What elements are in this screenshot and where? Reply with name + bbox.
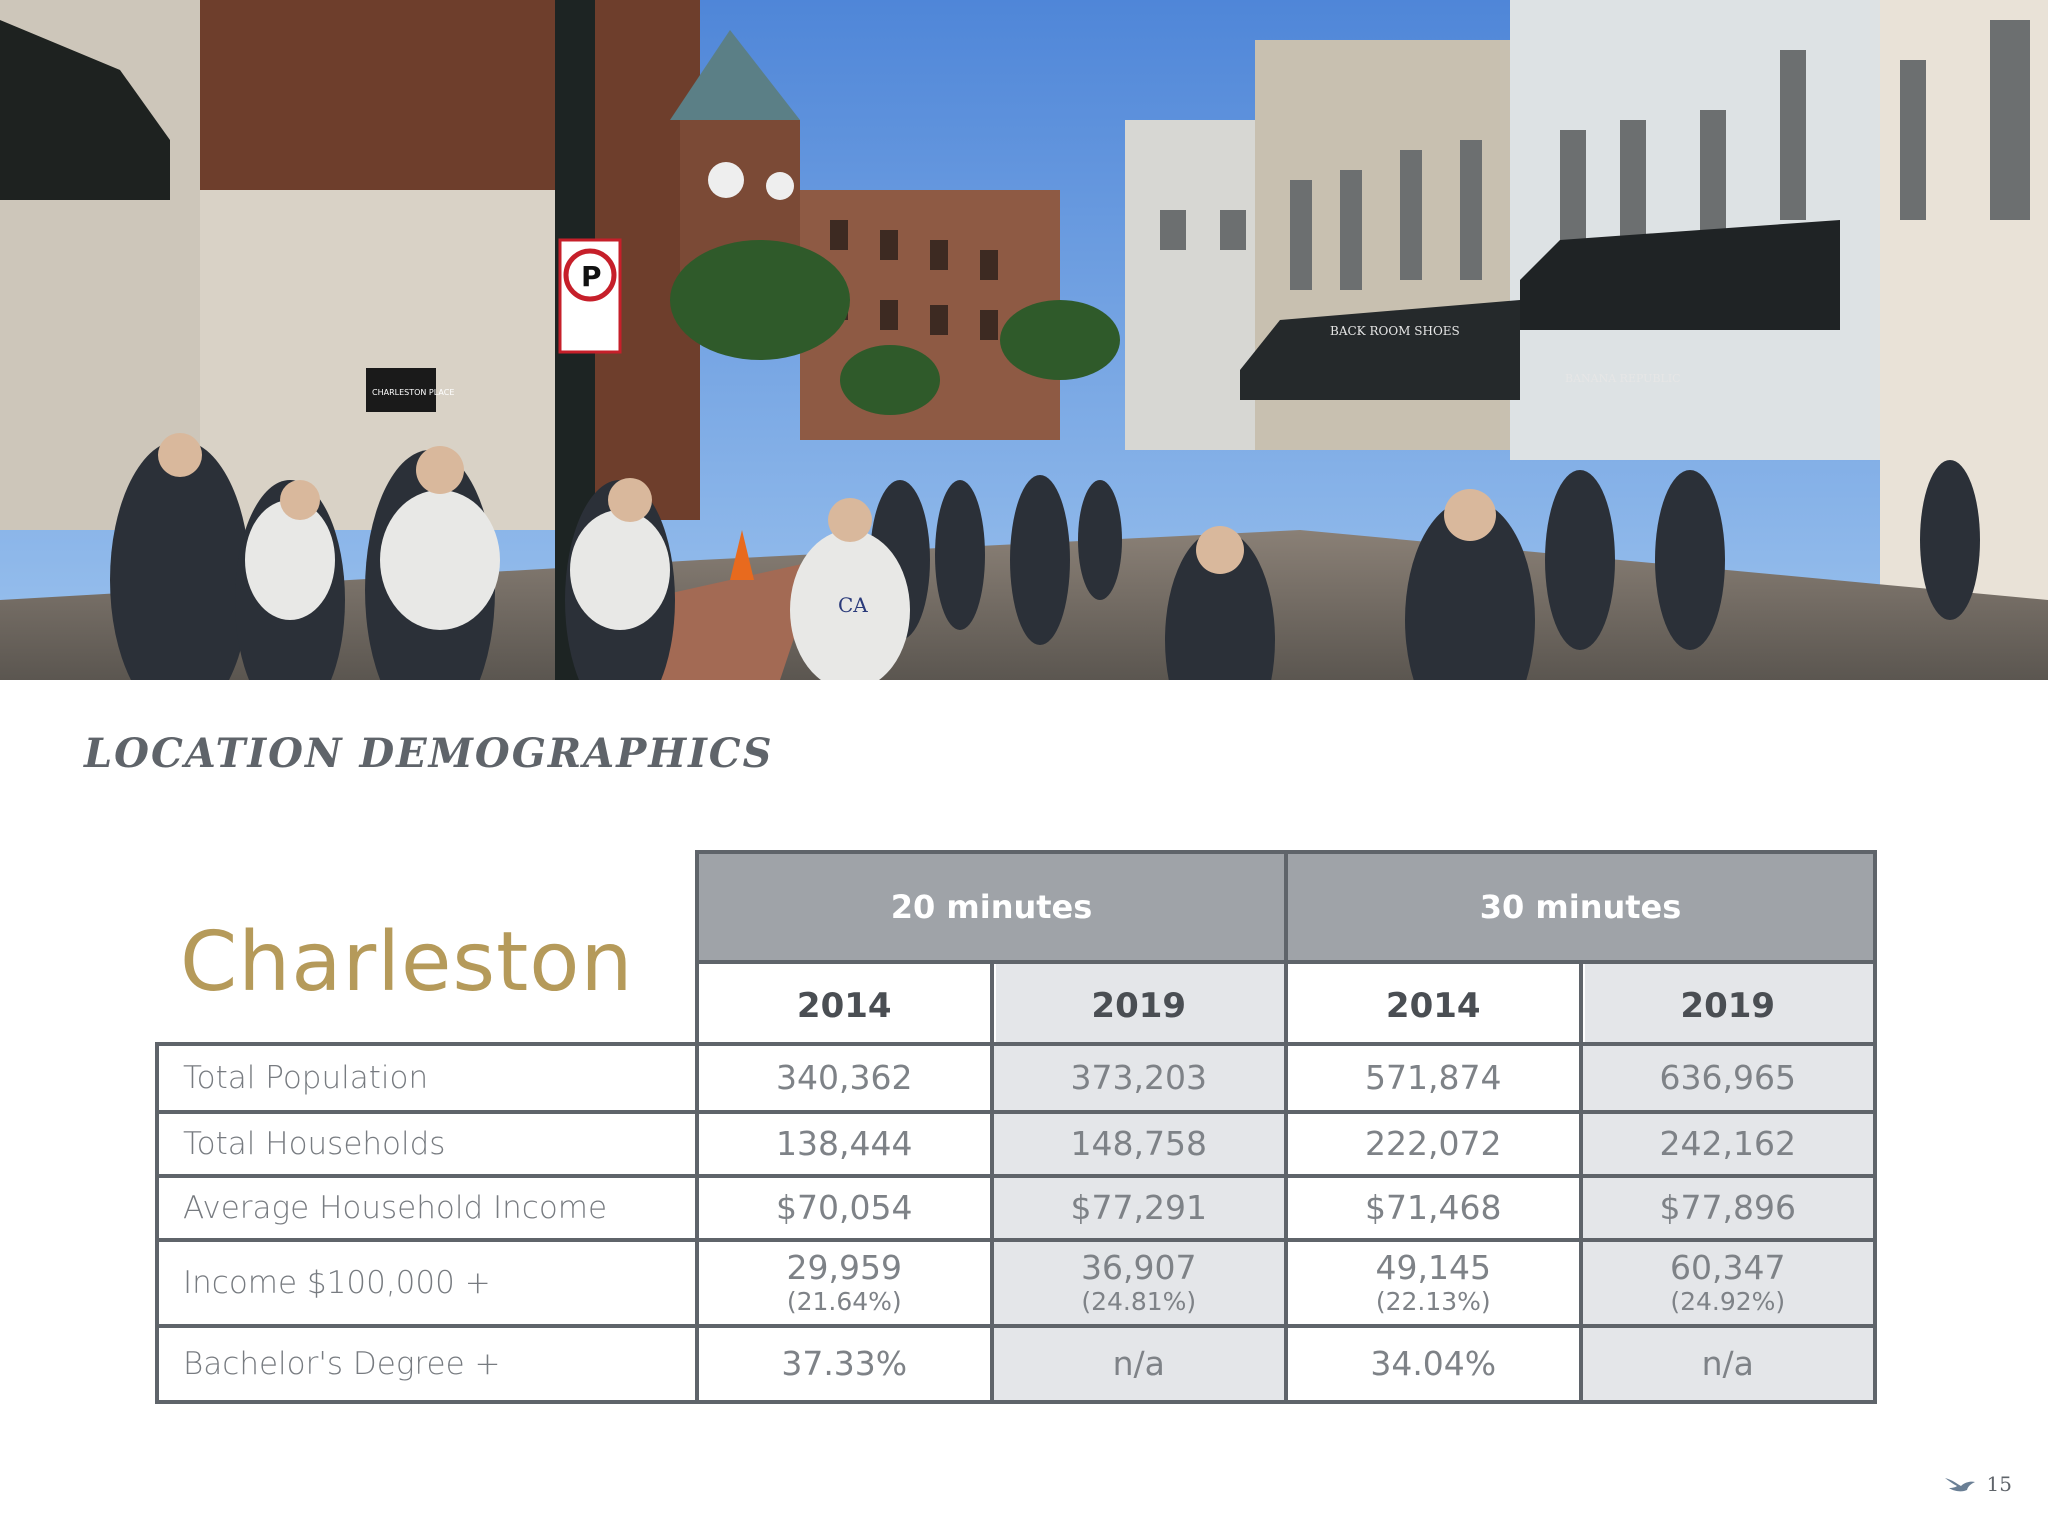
street-scene-image: BACK ROOM SHOES BANANA REPUBLIC P CHARLE… [0, 0, 2048, 680]
table-cell: 571,874 [1284, 1046, 1579, 1110]
section-title: LOCATION DEMOGRAPHICS [84, 730, 774, 777]
city-name: Charleston [180, 915, 634, 1010]
shop-sign-left: CHARLESTON PLACE [372, 388, 454, 397]
table-cell: $70,054 [776, 1187, 913, 1227]
table-row: Average Household Income $70,054 $77,291… [159, 1174, 1873, 1238]
year-header: 2014 [1284, 964, 1579, 1048]
table-row: Income $100,000 + 29,959 (21.64%) 36,907(… [159, 1238, 1873, 1324]
table-cell: 37.33% [781, 1343, 908, 1383]
table-cell: 29,959 (21.64%) [786, 1247, 902, 1317]
table-cell: 36,907 (24.81%) [989, 1242, 1284, 1324]
year-header-row: 2014 2019 2014 2019 [699, 960, 1873, 1048]
table-body: Total Population 340,362 373,203 571,874… [155, 1042, 1877, 1404]
table-cell: 373,203 [989, 1046, 1284, 1110]
shirt-logo: CA [838, 593, 868, 617]
period-header-20: 20 minutes [890, 888, 1093, 926]
table-cell: 222,072 [1284, 1114, 1579, 1174]
table-cell: 148,758 [989, 1114, 1284, 1174]
table-cell: 60,347 (24.92%) [1578, 1242, 1873, 1324]
year-header: 2019 [989, 964, 1284, 1048]
row-label: Average Household Income [159, 1178, 699, 1238]
table-cell: n/a [1578, 1328, 1873, 1400]
table-cell: n/a [989, 1328, 1284, 1400]
hero-photo: BACK ROOM SHOES BANANA REPUBLIC P CHARLE… [0, 0, 2048, 680]
table-cell: $77,896 [1578, 1178, 1873, 1238]
table-cell: 340,362 [776, 1057, 913, 1097]
shop-sign-back-room: BACK ROOM SHOES [1330, 324, 1460, 338]
table-cell: 34.04% [1284, 1328, 1579, 1400]
table-cell: $77,291 [989, 1178, 1284, 1238]
row-label: Income $100,000 + [159, 1242, 699, 1324]
row-label: Total Population [159, 1046, 699, 1110]
no-parking-sign: P [581, 260, 602, 293]
table-header: 20 minutes 30 minutes 2014 2019 2014 201… [695, 850, 1877, 1048]
year-header: 2014 [796, 986, 892, 1026]
page-footer: 15 [1943, 1472, 2012, 1496]
table-row: Bachelor's Degree + 37.33% n/a 34.04% n/… [159, 1324, 1873, 1400]
row-label: Bachelor's Degree + [159, 1328, 699, 1400]
table-cell: $71,468 [1284, 1178, 1579, 1238]
table-row: Total Population 340,362 373,203 571,874… [159, 1046, 1873, 1110]
row-label: Total Households [159, 1114, 699, 1174]
period-header-30: 30 minutes [1284, 854, 1873, 960]
period-header-row: 20 minutes 30 minutes [699, 854, 1873, 960]
table-cell: 242,162 [1578, 1114, 1873, 1174]
table-cell: 636,965 [1578, 1046, 1873, 1110]
shop-sign-banana: BANANA REPUBLIC [1565, 372, 1681, 385]
table-cell: 49,145 (22.13%) [1284, 1242, 1579, 1324]
year-header: 2019 [1578, 964, 1873, 1048]
bird-logo-icon [1944, 1478, 1975, 1492]
table-row: Total Households 138,444 148,758 222,072… [159, 1110, 1873, 1174]
table-cell: 138,444 [776, 1123, 913, 1163]
page-number: 15 [1986, 1472, 2012, 1496]
